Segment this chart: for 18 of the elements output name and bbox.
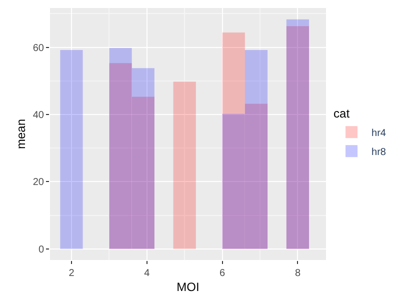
bar [244, 50, 268, 249]
y-tick-label: 40 [32, 110, 44, 122]
legend-label: hr4 [372, 128, 386, 139]
bar [60, 50, 83, 249]
y-tick-label: 0 [38, 244, 44, 256]
y-axis-title: mean [14, 118, 28, 150]
x-tick-label: 6 [220, 268, 226, 279]
y-tick-label: 20 [32, 177, 44, 188]
bar [132, 68, 154, 249]
x-axis-title: MOI [176, 280, 200, 294]
legend-title: cat [334, 106, 350, 121]
y-tick-label: 60 [32, 42, 44, 54]
x-tick-label: 8 [294, 268, 301, 279]
bar [173, 82, 196, 249]
bar [222, 114, 245, 249]
legend-label: hr8 [372, 147, 386, 158]
x-tick-label: 4 [144, 268, 150, 279]
x-tick-label: 2 [68, 268, 75, 279]
